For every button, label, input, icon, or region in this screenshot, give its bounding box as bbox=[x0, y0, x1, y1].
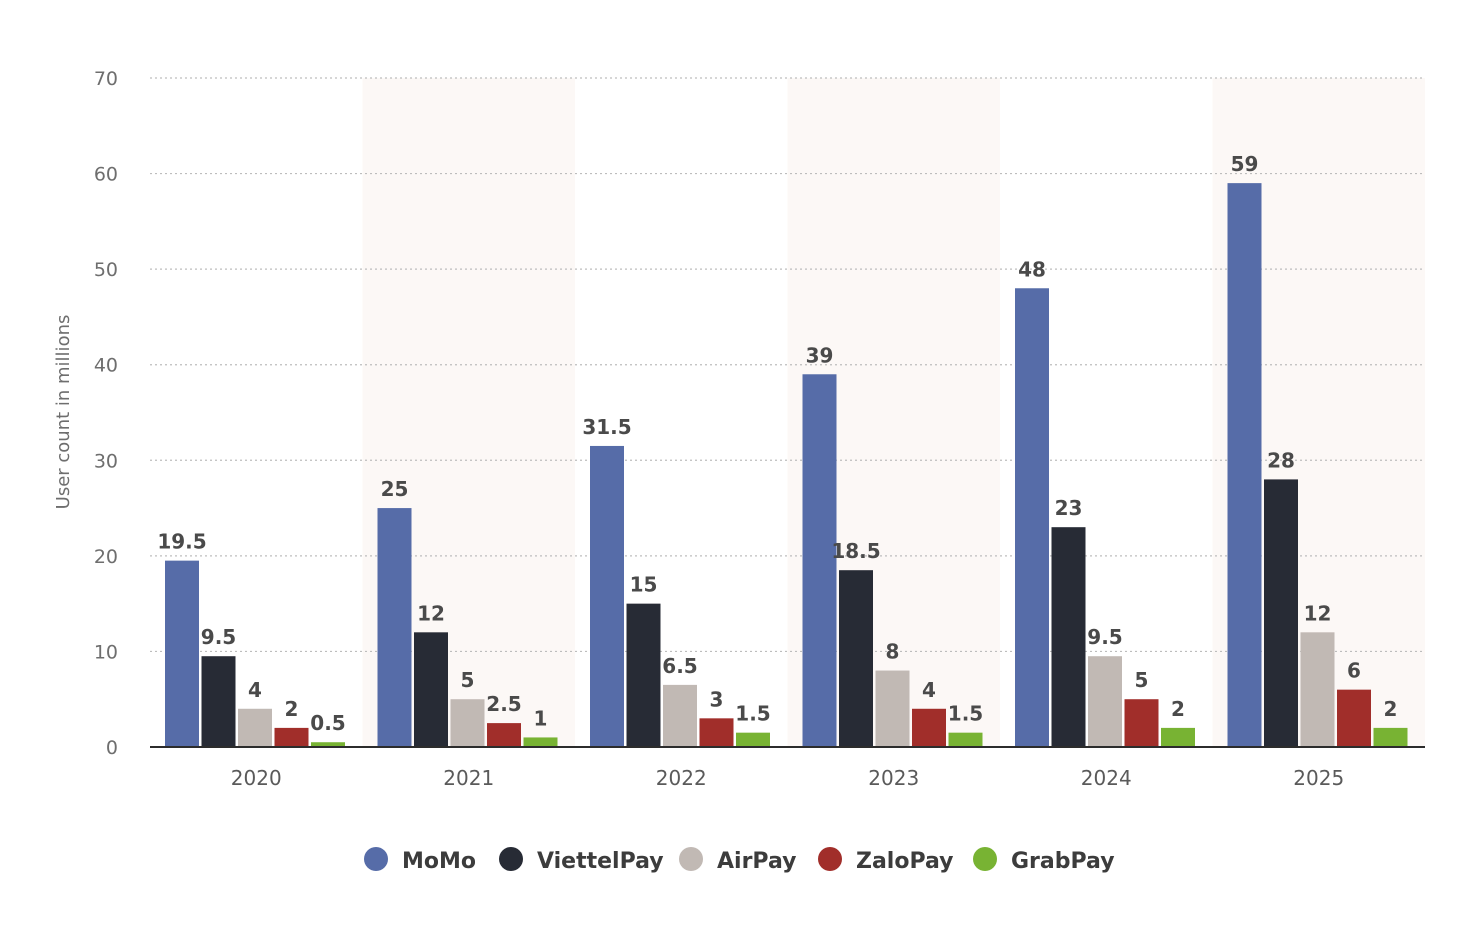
value-label-grabpay-2020: 0.5 bbox=[310, 711, 345, 735]
bar-airpay-2024 bbox=[1088, 656, 1122, 747]
value-label-momo-2022: 31.5 bbox=[582, 415, 631, 439]
bars bbox=[165, 183, 1408, 748]
value-label-airpay-2021: 5 bbox=[461, 668, 475, 692]
bar-viettelpay-2025 bbox=[1264, 479, 1298, 747]
value-labels: 19.59.5420.5251252.5131.5156.531.53918.5… bbox=[157, 152, 1397, 735]
x-axis-ticks: 2020 2021 2022 2023 2024 2025 bbox=[231, 766, 1344, 790]
y-axis-label: User count in millions bbox=[53, 315, 74, 510]
x-tick-label-2020: 2020 bbox=[231, 766, 282, 790]
legend-label-viettelpay: ViettelPay bbox=[537, 849, 664, 874]
x-tick-label-2022: 2022 bbox=[656, 766, 707, 790]
x-tick-label-2023: 2023 bbox=[868, 766, 919, 790]
legend-marker-viettelpay bbox=[499, 847, 523, 871]
value-label-airpay-2025: 12 bbox=[1304, 601, 1332, 625]
y-tick-label-40: 40 bbox=[94, 355, 118, 377]
value-label-viettelpay-2023: 18.5 bbox=[831, 539, 880, 563]
bar-zalopay-2025 bbox=[1337, 689, 1371, 747]
bar-grabpay-2023 bbox=[948, 732, 983, 747]
legend-label-airpay: AirPay bbox=[717, 849, 796, 874]
bar-momo-2025 bbox=[1227, 183, 1262, 748]
legend-marker-zalopay bbox=[818, 847, 842, 871]
bar-grabpay-2022 bbox=[736, 732, 770, 747]
value-label-zalopay-2022: 3 bbox=[710, 687, 724, 711]
value-label-grabpay-2021: 1 bbox=[534, 706, 548, 730]
bar-viettelpay-2021 bbox=[414, 632, 448, 747]
y-tick-label-30: 30 bbox=[94, 450, 118, 472]
y-tick-label-70: 70 bbox=[94, 68, 118, 90]
legend-item-viettelpay: ViettelPay bbox=[499, 847, 664, 874]
value-label-zalopay-2020: 2 bbox=[285, 697, 299, 721]
value-label-zalopay-2023: 4 bbox=[922, 678, 936, 702]
y-tick-label-50: 50 bbox=[94, 259, 118, 281]
bar-momo-2022 bbox=[590, 445, 624, 747]
value-label-momo-2025: 59 bbox=[1231, 152, 1259, 176]
bar-momo-2020 bbox=[165, 560, 199, 747]
x-tick-label-2024: 2024 bbox=[1081, 766, 1132, 790]
value-label-viettelpay-2025: 28 bbox=[1267, 448, 1295, 472]
bar-grabpay-2025 bbox=[1373, 727, 1408, 747]
value-label-momo-2021: 25 bbox=[381, 477, 409, 501]
value-label-viettelpay-2022: 15 bbox=[630, 573, 658, 597]
bar-grabpay-2021 bbox=[523, 737, 558, 747]
value-label-airpay-2023: 8 bbox=[886, 640, 900, 664]
legend-label-momo: MoMo bbox=[402, 849, 476, 874]
y-tick-label-60: 60 bbox=[94, 164, 118, 186]
value-label-viettelpay-2024: 23 bbox=[1055, 496, 1083, 520]
legend-item-airpay: AirPay bbox=[679, 847, 796, 874]
value-label-momo-2024: 48 bbox=[1018, 257, 1046, 281]
legend-marker-airpay bbox=[679, 847, 703, 871]
x-tick-label-2025: 2025 bbox=[1293, 766, 1344, 790]
y-axis-ticks: 0 10 20 30 40 50 60 70 bbox=[94, 68, 118, 759]
bar-viettelpay-2024 bbox=[1051, 527, 1086, 747]
legend-label-zalopay: ZaloPay bbox=[856, 849, 954, 874]
legend-label-grabpay: GrabPay bbox=[1011, 849, 1115, 874]
value-label-grabpay-2025: 2 bbox=[1384, 697, 1398, 721]
bar-airpay-2022 bbox=[663, 684, 697, 747]
bar-airpay-2023 bbox=[875, 670, 910, 747]
bar-momo-2023 bbox=[802, 374, 837, 747]
bar-airpay-2020 bbox=[238, 708, 272, 747]
legend-marker-grabpay bbox=[973, 847, 997, 871]
bar-viettelpay-2020 bbox=[201, 656, 236, 747]
y-tick-label-20: 20 bbox=[94, 546, 118, 568]
value-label-airpay-2020: 4 bbox=[248, 678, 262, 702]
bar-zalopay-2022 bbox=[699, 718, 734, 747]
legend-item-zalopay: ZaloPay bbox=[818, 847, 954, 874]
value-label-viettelpay-2021: 12 bbox=[417, 601, 445, 625]
bar-zalopay-2024 bbox=[1124, 699, 1159, 747]
y-tick-label-10: 10 bbox=[94, 641, 118, 663]
value-label-grabpay-2023: 1.5 bbox=[948, 702, 983, 726]
legend-marker-momo bbox=[364, 847, 388, 871]
value-label-grabpay-2024: 2 bbox=[1171, 697, 1185, 721]
value-label-airpay-2022: 6.5 bbox=[662, 654, 697, 678]
legend-item-momo: MoMo bbox=[364, 847, 476, 874]
bar-zalopay-2023 bbox=[912, 708, 946, 747]
bar-grabpay-2024 bbox=[1161, 727, 1195, 747]
value-label-grabpay-2022: 1.5 bbox=[735, 702, 770, 726]
bar-momo-2024 bbox=[1015, 288, 1049, 747]
bar-viettelpay-2022 bbox=[626, 603, 661, 747]
value-label-zalopay-2025: 6 bbox=[1347, 659, 1361, 683]
bar-airpay-2021 bbox=[450, 699, 485, 747]
value-label-airpay-2024: 9.5 bbox=[1087, 625, 1122, 649]
value-label-zalopay-2024: 5 bbox=[1135, 668, 1149, 692]
bar-airpay-2025 bbox=[1300, 632, 1335, 747]
legend: MoMo ViettelPay AirPay ZaloPay GrabPay bbox=[364, 847, 1115, 874]
bar-zalopay-2020 bbox=[274, 727, 309, 747]
bar-momo-2021 bbox=[377, 508, 412, 747]
bar-viettelpay-2023 bbox=[839, 570, 873, 747]
bar-zalopay-2021 bbox=[487, 723, 521, 747]
value-label-viettelpay-2020: 9.5 bbox=[201, 625, 236, 649]
value-label-momo-2020: 19.5 bbox=[157, 530, 206, 554]
value-label-momo-2023: 39 bbox=[806, 343, 834, 367]
legend-item-grabpay: GrabPay bbox=[973, 847, 1115, 874]
y-tick-label-0: 0 bbox=[106, 737, 118, 759]
value-label-zalopay-2021: 2.5 bbox=[486, 692, 521, 716]
bar-grabpay-2020 bbox=[311, 742, 345, 747]
x-tick-label-2021: 2021 bbox=[443, 766, 494, 790]
